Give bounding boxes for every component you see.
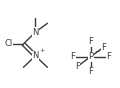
Text: P: P	[88, 52, 93, 61]
Text: N: N	[32, 51, 39, 60]
Text: F: F	[88, 67, 93, 76]
Text: F: F	[88, 37, 93, 46]
Text: Cl: Cl	[4, 40, 12, 48]
Text: +: +	[39, 48, 45, 53]
Text: F: F	[106, 52, 111, 61]
Text: F: F	[101, 43, 106, 52]
Text: F: F	[70, 52, 75, 61]
Text: N: N	[32, 28, 39, 37]
Text: −: −	[95, 49, 100, 54]
Text: F: F	[75, 62, 80, 71]
